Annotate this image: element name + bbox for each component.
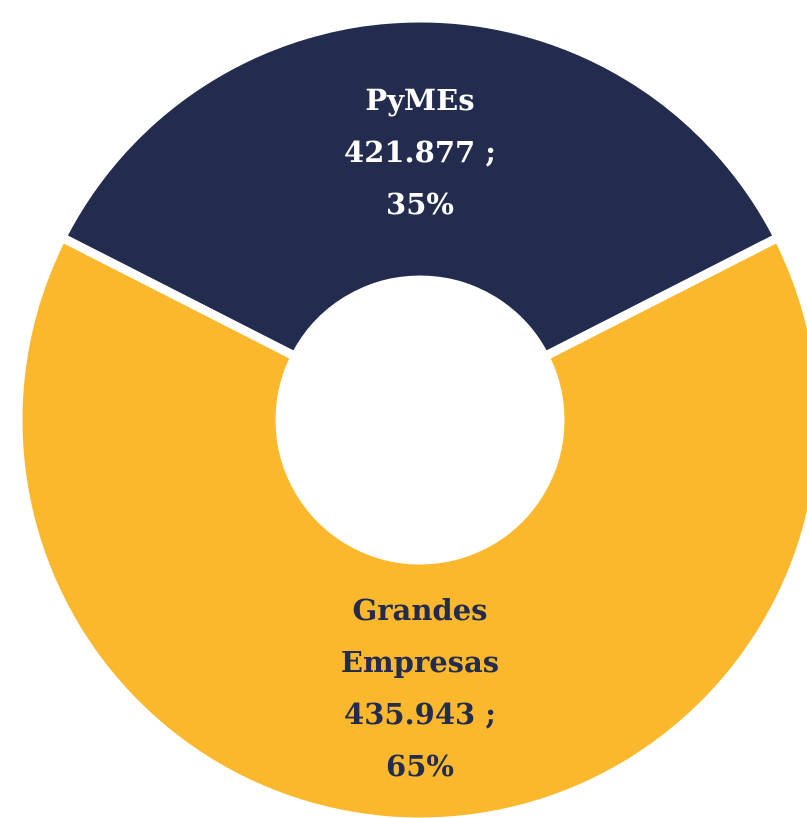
percent-label: 65% [386,749,454,783]
slice-label: Grandes Empresas 435.943 ; 65% [300,584,540,792]
slice [55,13,785,363]
category-label: PyMEs [365,83,475,117]
slice-label: PyMEs 421.877 ; 35% [300,74,540,230]
slice [13,231,807,818]
category-label: Grandes Empresas [340,593,500,679]
percent-label: 35% [386,187,454,221]
amount-label: 421.877 ; [344,135,496,169]
amount-label: 435.943 ; [344,697,496,731]
